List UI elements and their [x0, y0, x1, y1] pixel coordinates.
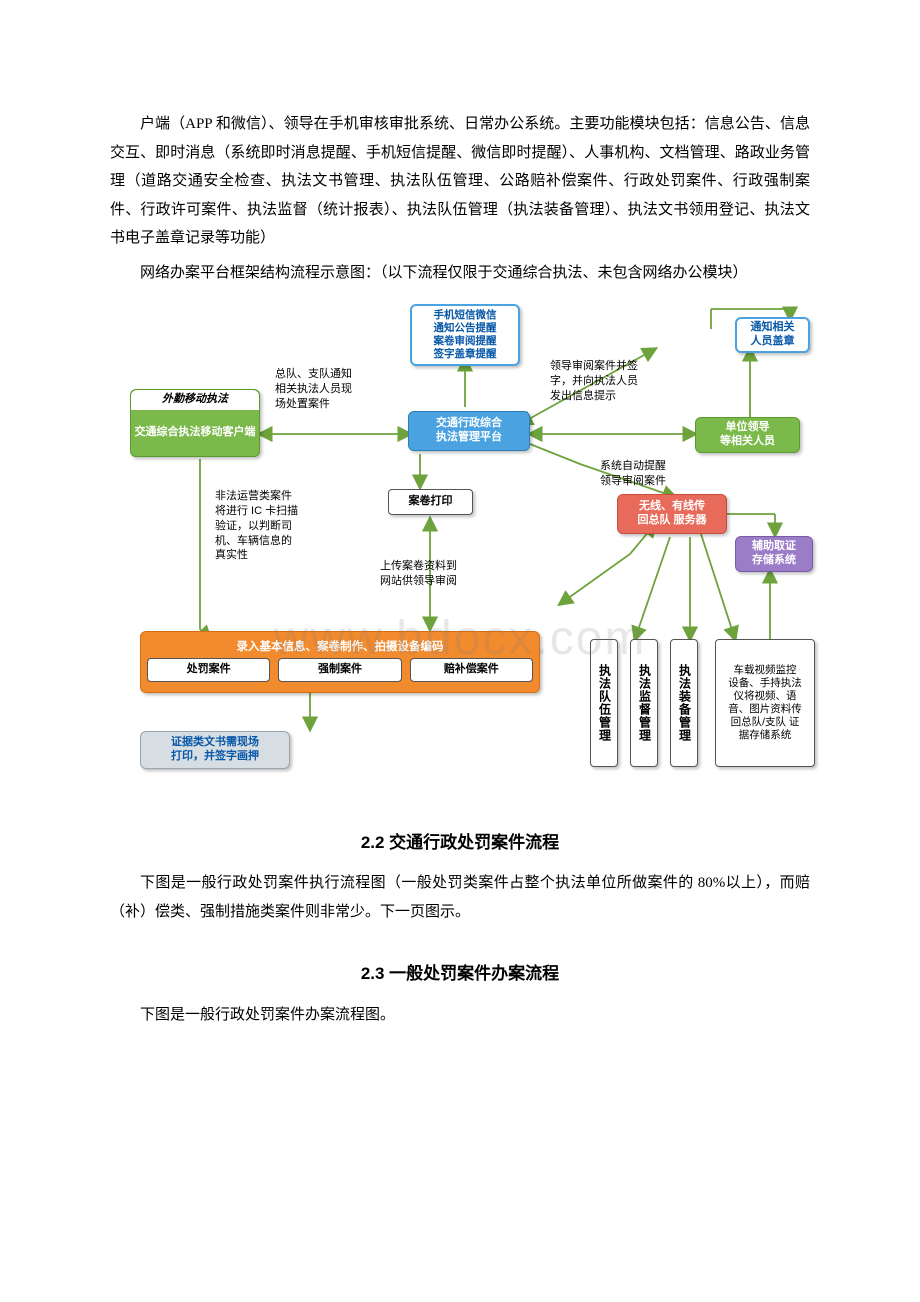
node-v2-text: 执法监督管理 — [637, 664, 652, 742]
heading-2-3: 2.3 一般处罚案件办案流程 — [110, 958, 810, 990]
node-v2: 执法监督管理 — [630, 639, 658, 767]
paragraph-2-2: 下图是一般行政处罚案件执行流程图（一般处罚类案件占整个执法单位所做案件的 80%… — [110, 869, 810, 926]
label-L5: 上传案卷资料到 网站供领导审阅 — [380, 559, 500, 589]
node-evidence-text: 证据类文书需现场 打印，并签字画押 — [171, 736, 259, 764]
node-notify-text: 通知相关 人员盖章 — [751, 321, 795, 349]
node-aux-storage: 辅助取证 存储系统 — [735, 536, 813, 572]
node-v1-text: 执法队伍管理 — [597, 664, 612, 742]
node-wireless-text: 无线、有线传 回总队 服务器 — [637, 500, 706, 528]
node-v1: 执法队伍管理 — [590, 639, 618, 767]
node-input-group: 录入基本信息、案卷制作、拍摄设备编码 处罚案件 强制案件 赔补偿案件 — [140, 631, 540, 693]
node-sms-text: 手机短信微信 通知公告提醒 案卷审阅提醒 签字盖章提醒 — [434, 309, 497, 362]
node-aux-text: 辅助取证 存储系统 — [752, 540, 796, 568]
node-input-header: 录入基本信息、案卷制作、拍摄设备编码 — [237, 640, 444, 654]
node-sms-reminder: 手机短信微信 通知公告提醒 案卷审阅提醒 签字盖章提醒 — [410, 304, 520, 366]
input-btn-force: 强制案件 — [278, 658, 401, 682]
paragraph-intro-1: 户端（APP 和微信）、领导在手机审核审批系统、日常办公系统。主要功能模块包括：… — [110, 110, 810, 253]
node-v3: 执法装备管理 — [670, 639, 698, 767]
node-carvideo: 车载视频监控 设备、手持执法 仪将视频、语 音、图片资料传 回总队/支队 证 据… — [715, 639, 815, 767]
node-print: 案卷打印 — [388, 489, 473, 515]
node-mobile: 外勤移动执法 交通综合执法移动客户端 — [130, 389, 260, 457]
input-btn-penalty: 处罚案件 — [147, 658, 270, 682]
node-wireless: 无线、有线传 回总队 服务器 — [617, 494, 727, 534]
label-L2: 领导审阅案件并签 字，并向执法人员 发出信息提示 — [550, 359, 680, 404]
node-print-text: 案卷打印 — [409, 495, 453, 509]
node-platform: 交通行政综合 执法管理平台 — [408, 411, 530, 451]
paragraph-intro-2: 网络办案平台框架结构流程示意图：（以下流程仅限于交通综合执法、未包含网络办公模块… — [110, 259, 810, 288]
node-carvideo-text: 车载视频监控 设备、手持执法 仪将视频、语 音、图片资料传 回总队/支队 证 据… — [728, 664, 802, 743]
node-evidence: 证据类文书需现场 打印，并签字画押 — [140, 731, 290, 769]
label-L4: 非法运营类案件 将进行 IC 卡扫描 验证，以判断司 机、车辆信息的 真实性 — [215, 489, 335, 563]
label-L3: 系统自动提醒 领导审阅案件 — [600, 459, 710, 489]
node-notify-stamp: 通知相关 人员盖章 — [735, 317, 810, 353]
flow-diagram: 手机短信微信 通知公告提醒 案卷审阅提醒 签字盖章提醒 通知相关 人员盖章 外勤… — [110, 299, 810, 809]
node-leaders-text: 单位领导 等相关人员 — [720, 421, 775, 449]
node-v3-text: 执法装备管理 — [677, 664, 692, 742]
paragraph-2-3: 下图是一般行政处罚案件办案流程图。 — [110, 1001, 810, 1030]
input-btn-compensate: 赔补偿案件 — [410, 658, 533, 682]
node-platform-text: 交通行政综合 执法管理平台 — [436, 417, 502, 445]
node-mobile-title: 外勤移动执法 — [131, 390, 259, 410]
node-mobile-sub: 交通综合执法移动客户端 — [135, 410, 256, 456]
label-L1: 总队、支队通知 相关执法人员现 场处置案件 — [275, 367, 395, 412]
heading-2-2: 2.2 交通行政处罚案件流程 — [110, 827, 810, 859]
node-leaders: 单位领导 等相关人员 — [695, 417, 800, 453]
